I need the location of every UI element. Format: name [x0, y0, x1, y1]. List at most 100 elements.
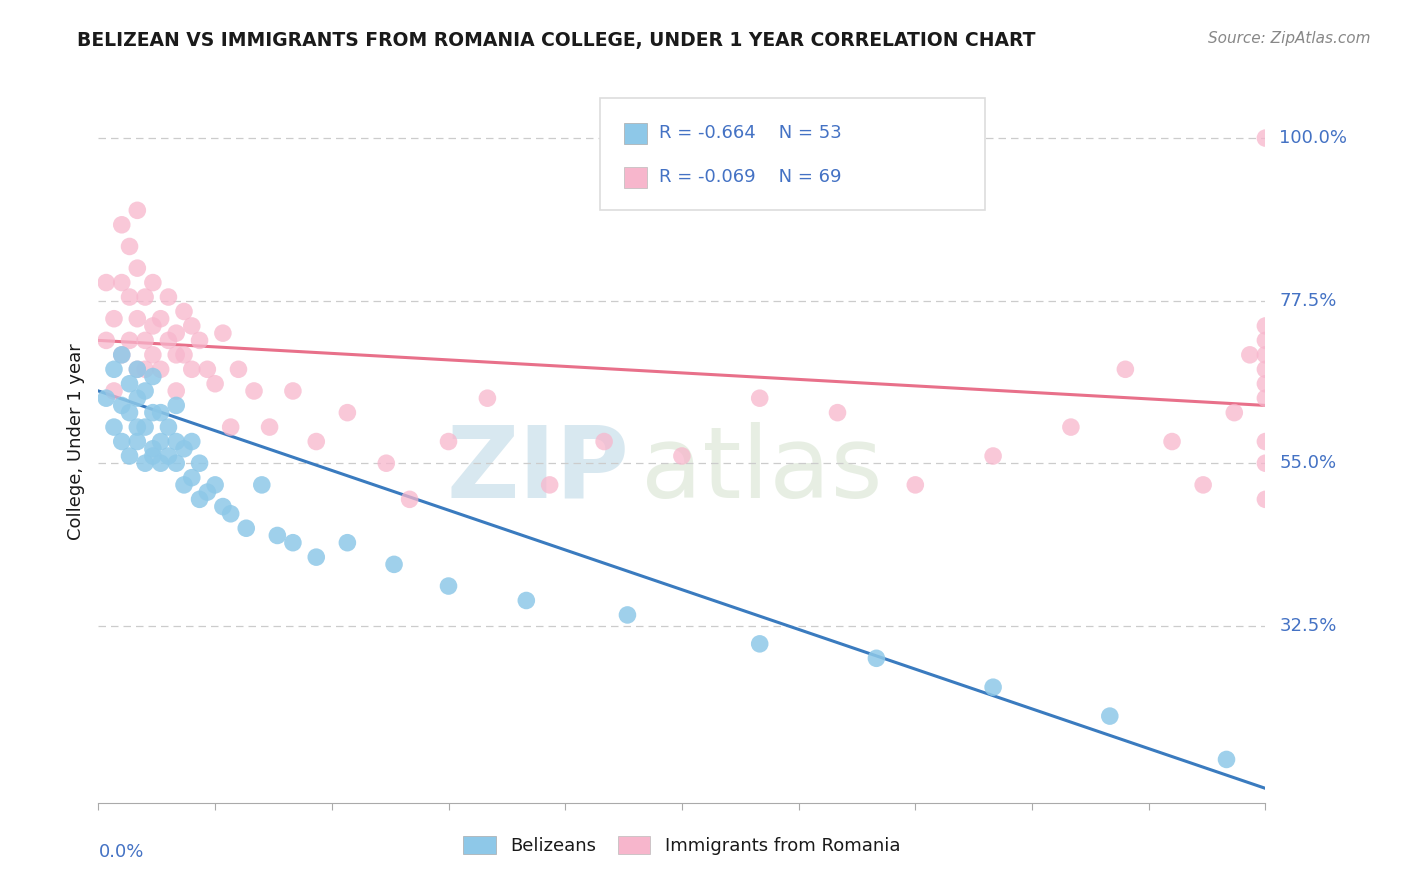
Point: [1254, 376, 1277, 391]
Point: [134, 456, 156, 470]
Point: [212, 326, 235, 341]
Point: [748, 637, 770, 651]
Point: [173, 348, 195, 362]
Y-axis label: College, Under 1 year: College, Under 1 year: [66, 343, 84, 540]
Point: [127, 420, 149, 434]
Point: [235, 521, 257, 535]
Point: [204, 478, 226, 492]
Point: [134, 384, 156, 398]
Point: [865, 651, 887, 665]
Point: [437, 434, 460, 449]
Text: 55.0%: 55.0%: [1279, 454, 1337, 472]
Text: BELIZEAN VS IMMIGRANTS FROM ROMANIA COLLEGE, UNDER 1 YEAR CORRELATION CHART: BELIZEAN VS IMMIGRANTS FROM ROMANIA COLL…: [77, 31, 1036, 50]
Point: [142, 276, 165, 290]
Point: [142, 348, 165, 362]
Point: [515, 593, 537, 607]
Point: [142, 442, 165, 456]
Point: [281, 384, 304, 398]
Point: [149, 434, 172, 449]
Text: 77.5%: 77.5%: [1279, 292, 1337, 310]
Point: [134, 334, 156, 348]
Point: [1060, 420, 1083, 434]
Point: [111, 348, 134, 362]
Point: [165, 398, 187, 412]
Point: [243, 384, 266, 398]
Point: [437, 579, 460, 593]
Point: [219, 507, 242, 521]
Text: 0.0%: 0.0%: [98, 843, 143, 861]
Point: [96, 334, 118, 348]
Point: [165, 348, 187, 362]
Point: [1215, 752, 1237, 766]
Point: [127, 391, 149, 405]
Point: [103, 420, 125, 434]
Point: [111, 348, 134, 362]
Point: [111, 434, 134, 449]
Point: [1254, 434, 1277, 449]
Point: [904, 478, 927, 492]
Text: 100.0%: 100.0%: [1279, 129, 1347, 147]
Point: [134, 420, 156, 434]
Text: R = -0.069    N = 69: R = -0.069 N = 69: [658, 169, 841, 186]
Point: [180, 434, 202, 449]
Point: [336, 535, 359, 549]
Text: Source: ZipAtlas.com: Source: ZipAtlas.com: [1208, 31, 1371, 46]
Text: atlas: atlas: [641, 422, 883, 519]
Point: [1239, 348, 1261, 362]
Point: [1098, 709, 1121, 723]
Point: [748, 391, 770, 405]
Point: [111, 218, 134, 232]
Point: [593, 434, 616, 449]
Point: [180, 362, 202, 376]
Point: [103, 311, 125, 326]
Point: [981, 449, 1004, 463]
Point: [1254, 348, 1277, 362]
Point: [134, 362, 156, 376]
Point: [616, 607, 638, 622]
Point: [219, 420, 242, 434]
Point: [127, 362, 149, 376]
Point: [188, 492, 211, 507]
Legend: Belizeans, Immigrants from Romania: Belizeans, Immigrants from Romania: [456, 830, 908, 863]
Point: [1254, 362, 1277, 376]
Point: [382, 558, 405, 572]
Point: [173, 304, 195, 318]
Point: [1192, 478, 1215, 492]
Text: 32.5%: 32.5%: [1279, 616, 1337, 635]
Point: [165, 326, 187, 341]
Point: [671, 449, 693, 463]
Point: [1223, 406, 1246, 420]
Point: [111, 398, 134, 412]
Point: [188, 334, 211, 348]
Point: [96, 391, 118, 405]
Point: [305, 550, 328, 565]
Point: [118, 449, 141, 463]
FancyBboxPatch shape: [624, 167, 647, 188]
Point: [228, 362, 250, 376]
Point: [375, 456, 398, 470]
Point: [398, 492, 420, 507]
Point: [118, 376, 141, 391]
Point: [1254, 492, 1277, 507]
Point: [142, 369, 165, 384]
Point: [305, 434, 328, 449]
Point: [212, 500, 235, 514]
Point: [127, 434, 149, 449]
Point: [1161, 434, 1184, 449]
Point: [134, 290, 156, 304]
Point: [1254, 131, 1277, 145]
Point: [195, 485, 218, 500]
Point: [538, 478, 561, 492]
Point: [165, 434, 187, 449]
Point: [336, 406, 359, 420]
Point: [165, 384, 187, 398]
Point: [142, 318, 165, 333]
Point: [188, 456, 211, 470]
Point: [173, 442, 195, 456]
Point: [981, 680, 1004, 694]
Point: [118, 334, 141, 348]
Point: [149, 311, 172, 326]
Point: [281, 535, 304, 549]
Point: [118, 239, 141, 253]
Point: [142, 449, 165, 463]
